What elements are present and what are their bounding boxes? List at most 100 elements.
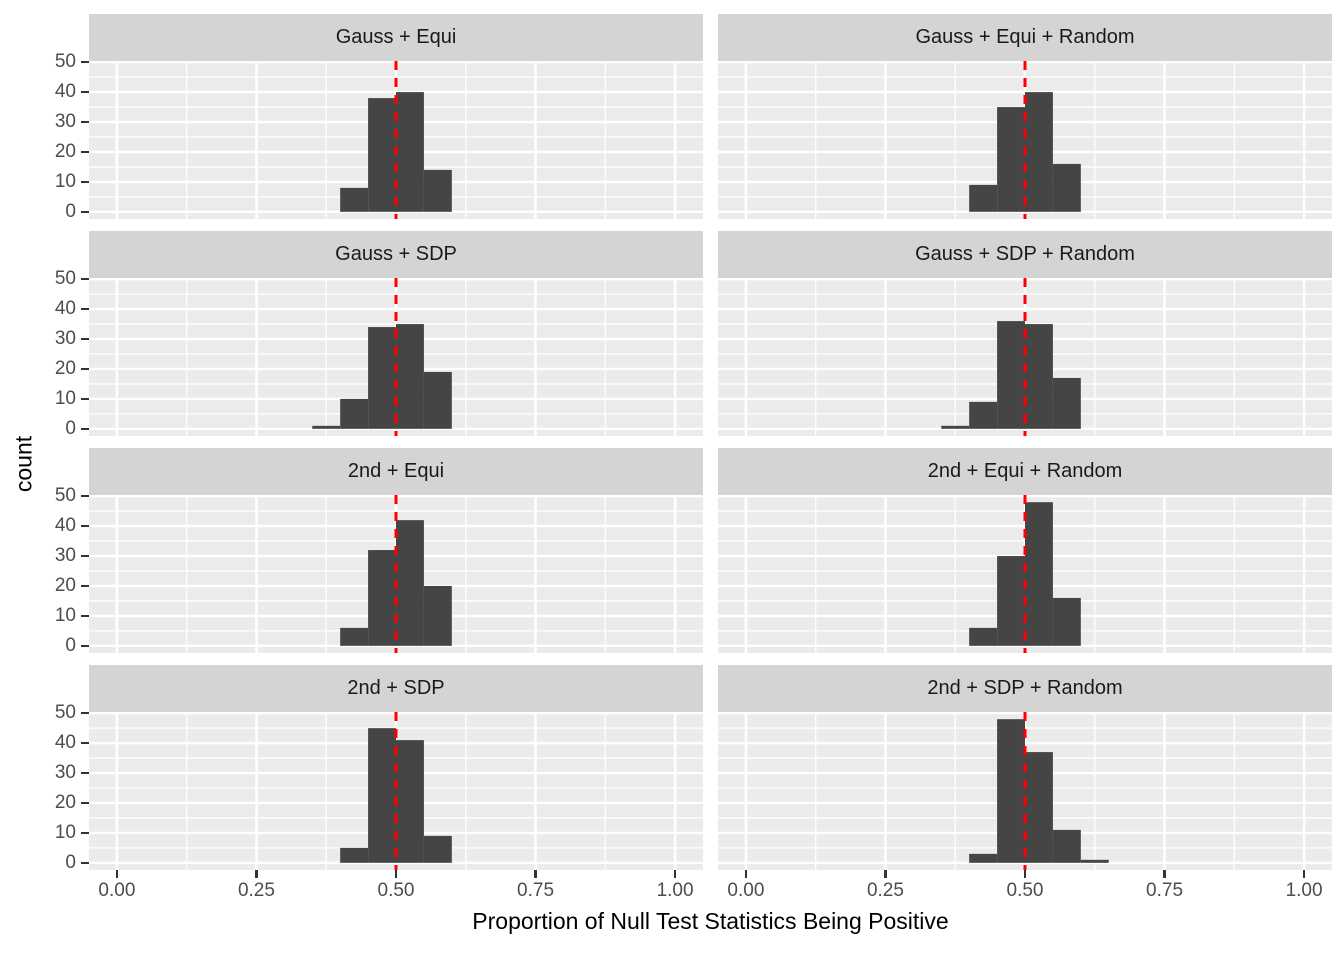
y-axis-tick-label: 40 [54,515,76,537]
facet-panel [718,712,1332,870]
y-axis-tick-mark [81,554,89,558]
y-axis-tick-mark [81,307,89,311]
histogram-bar [368,550,396,646]
y-axis-tick-label: 30 [54,111,76,133]
y-axis-tick-mark [81,150,89,154]
y-axis-tick-mark [81,644,89,648]
histogram-bar [368,327,396,429]
histogram-bar [941,425,970,429]
y-axis-tick-mark [81,397,89,401]
histogram-bar [1052,377,1081,429]
y-axis-tick-mark [81,831,89,835]
facet-strip-label: 2nd + SDP + Random [927,677,1123,699]
histogram-bar [1025,324,1053,429]
x-axis-tick-mark [534,870,537,878]
histogram-bar [969,184,998,212]
x-axis-tick-label: 1.00 [656,880,694,901]
x-axis-tick-mark [1023,870,1027,878]
histogram-bar [997,556,1025,646]
y-axis-tick-mark [81,120,89,124]
facet-strip-label: 2nd + SDP [347,677,445,699]
x-axis-tick-mark [255,870,258,878]
y-axis-tick-mark [81,427,89,431]
facet-panel [718,495,1332,653]
facet-strip: 2nd + SDP [89,665,703,712]
histogram-bar [340,398,369,429]
facet-strip-label: Gauss + Equi + Random [915,26,1135,48]
y-axis-tick-mark [81,210,89,214]
y-axis-tick-label: 50 [54,702,76,724]
y-axis-tick-label: 20 [54,357,76,379]
histogram-bar [1025,752,1053,863]
y-axis-tick-mark [81,771,89,775]
x-axis-tick-label: 0.75 [517,880,555,901]
histogram-bar [396,520,424,646]
facet-panel [718,278,1332,436]
y-axis-tick-label: 0 [65,417,76,439]
facet-strip-label: 2nd + Equi [347,460,445,482]
y-axis-tick-mark [81,801,89,805]
y-axis-title: count [10,435,37,493]
facet-strip: Gauss + Equi + Random [718,14,1332,61]
histogram-bar [1052,163,1081,212]
facet-strip-label: 2nd + Equi + Random [927,460,1123,482]
facet-panel [718,61,1332,219]
y-axis-tick-label: 30 [54,762,76,784]
y-axis-tick-mark [81,180,89,184]
y-axis-tick-mark [81,711,89,715]
facet-strip: 2nd + Equi [89,448,703,495]
x-axis-tick-label: 0.50 [1006,880,1044,901]
facet-strip: Gauss + SDP [89,231,703,278]
y-axis-tick-mark [81,861,89,865]
histogram-bar [423,169,452,212]
y-axis-tick-label: 20 [54,791,76,813]
y-axis-tick-mark [81,277,89,281]
histogram-bar [1052,597,1081,646]
histogram-bar [396,324,424,429]
histogram-bar [423,835,452,863]
y-axis-tick-label: 0 [65,851,76,873]
y-axis-tick-mark [81,741,89,745]
y-axis-tick-label: 20 [54,574,76,596]
x-axis-tick-label: 0.00 [727,880,765,901]
facet-strip-label: Gauss + SDP + Random [915,243,1135,265]
y-axis-tick-label: 30 [54,328,76,350]
histogram-bar [340,627,369,646]
x-axis-tick-mark [1163,870,1166,878]
histogram-bar [1080,859,1109,863]
x-axis-tick-mark [115,870,119,878]
y-axis-tick-label: 10 [54,821,76,843]
y-axis-tick-mark [81,614,89,618]
histogram-bar [368,728,396,863]
y-axis-tick-label: 0 [65,634,76,656]
histogram-bar [997,321,1025,429]
facet-strip: 2nd + Equi + Random [718,448,1332,495]
facet-strip-label: Gauss + Equi [335,26,457,48]
x-axis-tick-label: 0.25 [237,880,275,901]
histogram-bar [423,585,452,646]
histogram-bar [340,847,369,863]
histogram-bar [312,425,341,429]
histogram-bar [340,187,369,212]
x-axis-tick-label: 0.50 [377,880,415,901]
histogram-bar [997,719,1025,863]
y-axis-tick-mark [81,90,89,94]
y-axis-tick-mark [81,60,89,64]
histogram-bar [396,92,424,212]
facet-strip: Gauss + SDP + Random [718,231,1332,278]
x-axis-tick-label: 1.00 [1285,880,1323,901]
facet-strip: 2nd + SDP + Random [718,665,1332,712]
facet-strip-label: Gauss + SDP [335,243,457,265]
histogram-bar [368,98,396,212]
y-axis-tick-mark [81,494,89,498]
facet-strip: Gauss + Equi [89,14,703,61]
y-axis-tick-label: 10 [54,170,76,192]
x-axis-tick-mark [744,870,748,878]
histogram-bar [969,853,998,863]
histogram-bar [423,371,452,429]
y-axis-tick-label: 0 [65,200,76,222]
x-axis-tick-mark [673,870,677,878]
x-axis-tick-mark [884,870,887,878]
y-axis-tick-label: 20 [54,140,76,162]
